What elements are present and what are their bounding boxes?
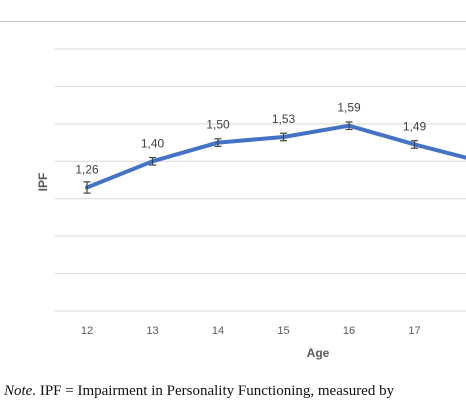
x-tick-label-14: 14: [212, 325, 224, 337]
top-rule: [0, 21, 466, 22]
x-tick-label-12: 12: [81, 325, 93, 337]
y-axis-title: IPF: [36, 173, 50, 192]
x-tick-label-17: 17: [408, 325, 420, 337]
data-label-17: 1,49: [403, 119, 427, 133]
note-text: IPF = Impairment in Personality Function…: [36, 383, 395, 399]
gridlines: [55, 48, 466, 312]
error-bar-15: [280, 132, 287, 142]
data-labels: 1,26 1,40 1,50 1,53 1,59 1,49: [75, 101, 426, 177]
data-label-15: 1,53: [272, 112, 296, 126]
x-axis-title: Age: [307, 346, 330, 360]
note-lead: Note.: [4, 383, 37, 399]
data-label-14: 1,50: [206, 118, 230, 132]
data-label-16: 1,59: [337, 101, 361, 115]
series-line: [85, 123, 466, 190]
error-bars: [83, 121, 418, 194]
error-bar-16: [345, 121, 353, 131]
x-tick-label-16: 16: [343, 325, 355, 337]
x-tick-label-15: 15: [277, 325, 289, 337]
error-bar-14: [214, 138, 222, 147]
x-tick-labels: 12131415161718: [81, 325, 421, 337]
data-label-12: 1,26: [75, 162, 99, 176]
line-chart: 12131415161718 Age IPF 1,261,401,501,531…: [36, 48, 466, 360]
figure-note: Note. IPF = Impairment in Personality Fu…: [4, 383, 466, 400]
x-tick-label-13: 13: [146, 325, 158, 337]
error-bar-12: [83, 181, 91, 194]
error-bar-13: [149, 156, 156, 166]
data-label-13: 1,40: [141, 136, 165, 150]
error-bar-17: [411, 140, 418, 149]
